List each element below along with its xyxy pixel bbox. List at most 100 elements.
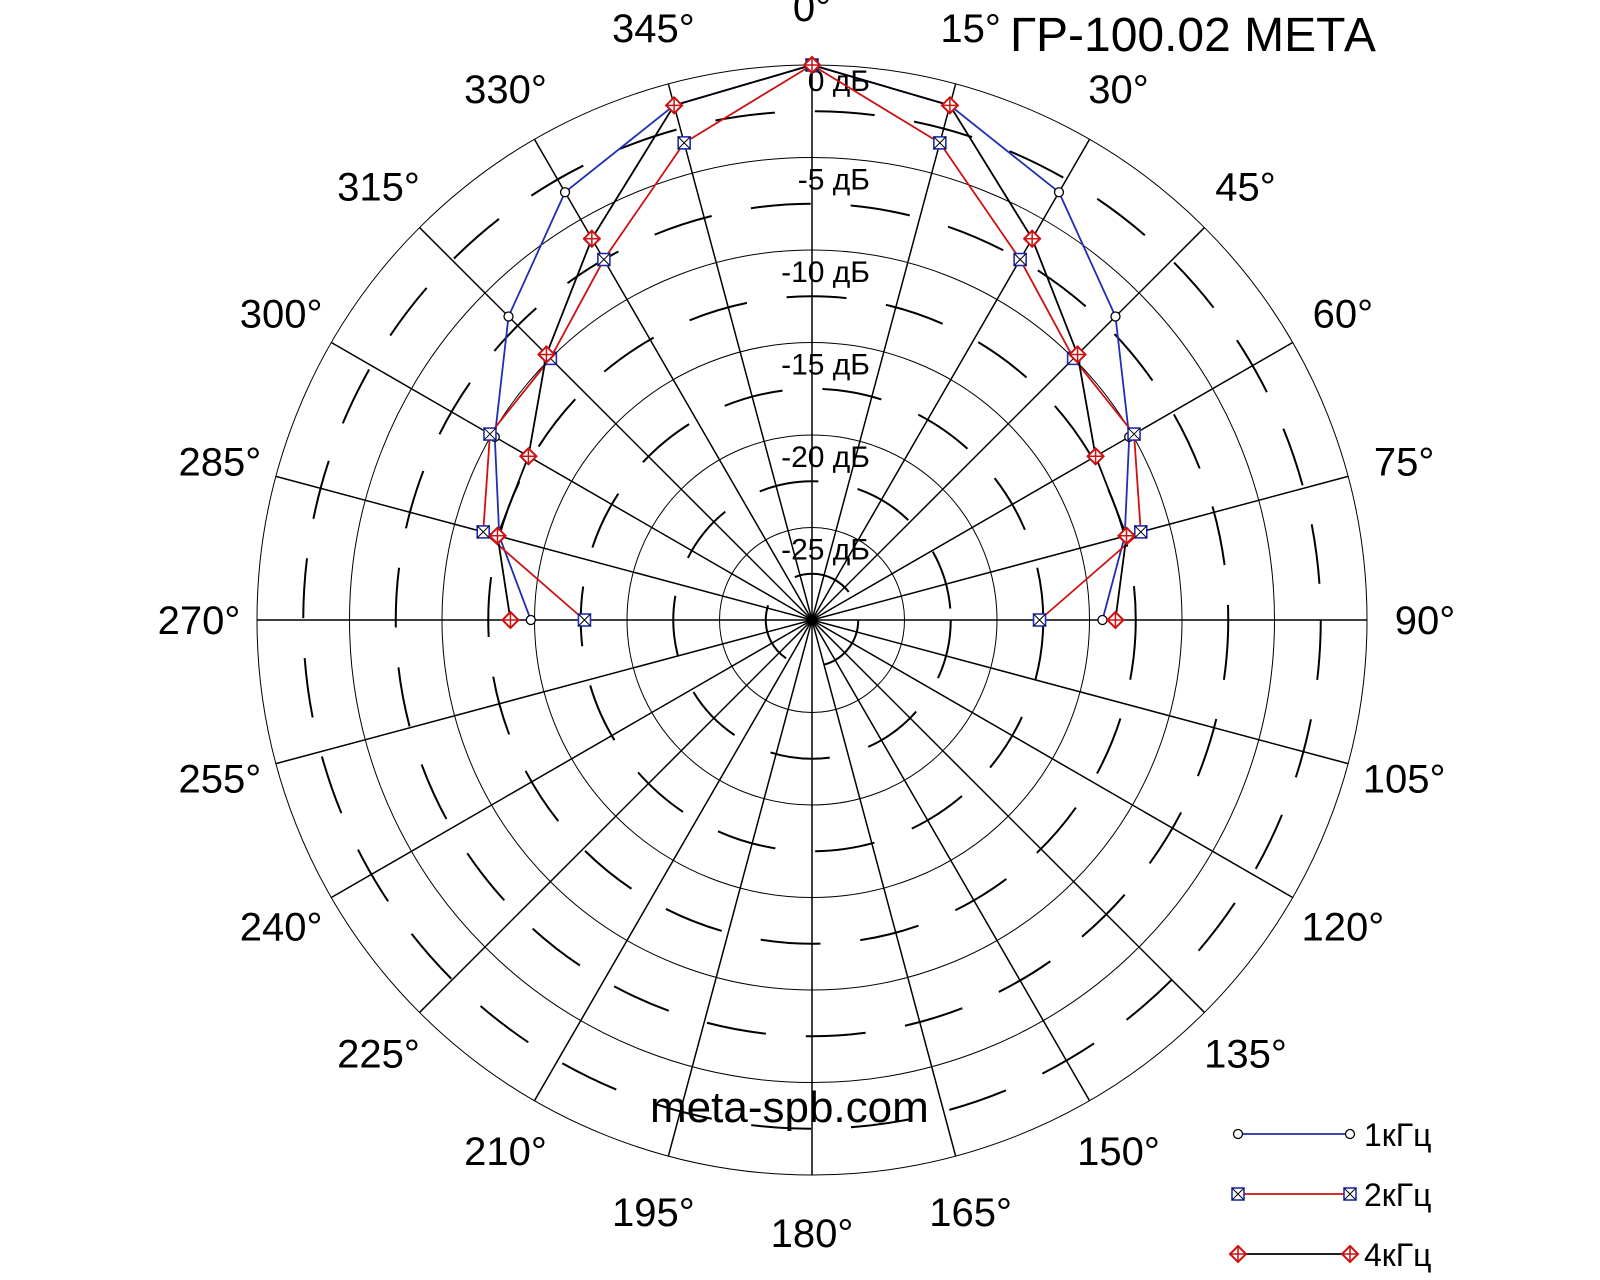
angle-label: 180° [771,1212,854,1256]
marker-plus [520,448,537,465]
data-point [1022,229,1042,249]
marker-cross [1013,253,1027,266]
grid-spoke [811,619,1294,899]
grid-spoke [811,341,1294,621]
angle-label: 195° [612,1191,695,1235]
grid-spoke [811,619,1349,765]
legend-label: 1кГц [1364,1117,1431,1153]
marker-plus [1230,1246,1246,1262]
data-point [677,136,691,150]
grid-spoke [419,227,813,621]
grid-spoke [811,619,1091,1102]
marker-cross [1231,1187,1245,1201]
angle-label: 210° [464,1130,547,1174]
data-point [1105,610,1125,630]
grid-spoke [419,619,813,1013]
data-point [577,613,592,627]
data-point [501,610,520,630]
marker-cross [677,136,691,150]
data-point [1097,614,1108,626]
grid-spoke [533,619,813,1102]
marker-cross [933,136,947,150]
data-point [537,345,556,364]
grid-spoke [533,138,813,621]
data-point [1127,427,1141,441]
legend-item: 4кГц [1228,1237,1431,1273]
grid-spoke [811,138,1091,621]
marker-plus [502,612,519,628]
grid-spoke [811,619,957,1157]
legend-label: 2кГц [1364,1177,1431,1213]
data-point [802,55,822,75]
legend-label: 4кГц [1364,1237,1431,1273]
marker-plus [666,97,683,114]
angle-label: 0° [793,0,831,30]
data-point [1343,1187,1357,1201]
data-point [519,446,538,466]
angle-label: 240° [240,906,323,950]
grid-spoke [811,475,1349,621]
ring-label: -25 дБ [781,534,870,567]
data-series [476,55,1148,630]
marker-plus [1024,230,1041,247]
marker-plus [804,57,820,73]
marker-plus [941,97,958,114]
angle-label: 105° [1363,758,1446,802]
angle-label: 60° [1313,293,1374,337]
data-point [1053,187,1065,198]
marker-plus [583,230,600,247]
angle-label: 345° [612,7,695,51]
data-point [1086,446,1105,466]
marker-cross [1033,613,1046,627]
angle-label: 300° [240,293,323,337]
angle-label: 120° [1302,906,1385,950]
angle-label: 285° [179,440,262,484]
data-point [1344,1128,1356,1140]
ring-labels: 0 дБ-5 дБ-10 дБ-15 дБ-20 дБ-25 дБ [781,65,870,567]
data-point [1232,1128,1244,1140]
watermark-text: meta-spb.com [650,1083,929,1132]
marker-plus [1342,1246,1358,1262]
data-point [1340,1244,1360,1264]
ring-label: -5 дБ [798,164,870,197]
grid-spoke [275,475,813,621]
data-point [1134,525,1148,539]
angle-label: 45° [1215,166,1276,210]
data-point [1032,613,1047,627]
data-point [559,187,571,198]
legend: 1кГц 2кГц 4кГц [1228,1117,1431,1273]
legend-item: 2кГц [1231,1177,1431,1213]
marker-plus [1069,346,1086,363]
grid-spoke [811,227,1205,621]
series-3 [488,55,1136,630]
angle-label: 90° [1395,599,1456,643]
chart-title: ГР-100.02 МЕТА [1010,9,1376,62]
data-point [1231,1187,1245,1201]
angle-label: 75° [1374,440,1435,484]
ring-label: -15 дБ [781,349,870,382]
grid-spoke [330,619,813,899]
data-point [525,614,536,626]
marker-cross [1127,427,1141,441]
grid-spoke [667,619,813,1157]
angle-label: 135° [1204,1032,1287,1076]
marker-cross [578,613,591,627]
marker-cross [476,525,490,539]
angle-label: 315° [337,166,420,210]
angle-labels: 0° 15° 30° 45° 60° 75° 90° 105° 120° 135° 150° 165°… [158,0,1456,1256]
data-point [664,95,684,115]
grid-spoke [330,341,813,621]
angle-label: 30° [1088,68,1149,112]
marker-plus [538,346,555,363]
angle-label: 15° [940,7,1001,51]
angle-label: 330° [464,68,547,112]
angle-label: 255° [179,758,262,802]
data-point [503,311,514,322]
ring-label: -10 дБ [781,256,870,289]
data-point [1110,311,1121,322]
marker-plus [489,527,506,544]
data-point [1013,252,1027,267]
data-point [1117,526,1136,546]
marker-plus [1087,448,1104,465]
